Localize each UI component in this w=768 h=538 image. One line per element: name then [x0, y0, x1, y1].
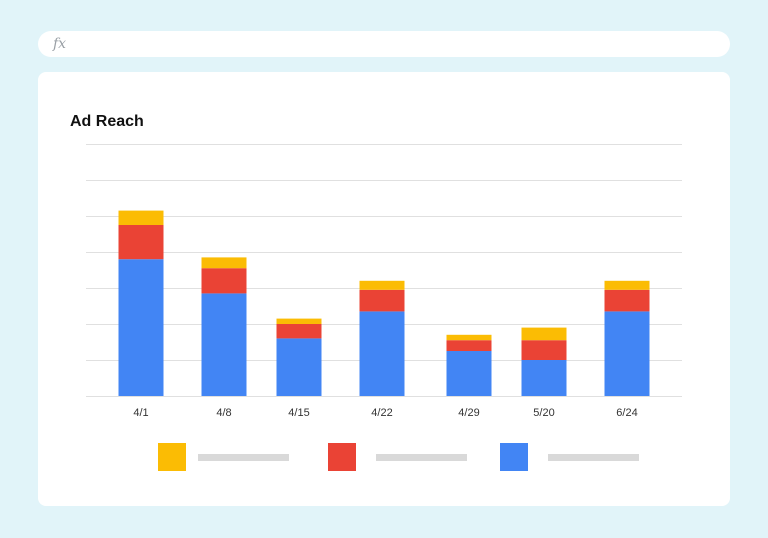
formula-bar[interactable]: fx	[38, 31, 730, 57]
bar-segment-6-24-series-1[interactable]	[604, 289, 650, 312]
x-tick-label: 5/20	[533, 407, 554, 419]
bar-segment-4-1-series-1[interactable]	[118, 225, 164, 260]
fx-icon: fx	[53, 36, 67, 52]
legend-label-placeholder	[376, 454, 467, 461]
x-tick-label: 4/1	[133, 407, 148, 419]
bar-segment-5-20-series-0[interactable]	[521, 360, 567, 396]
chart-title: Ad Reach	[70, 113, 144, 130]
x-tick-label: 4/29	[458, 407, 479, 419]
x-tick-labels: 4/1 4/8 4/15 4/22 4/29 5/20 6/24	[133, 407, 637, 419]
legend-swatch-series-1	[328, 443, 356, 471]
bar-segment-4-22-series-2[interactable]	[359, 280, 405, 290]
bar-segment-6-24-series-0[interactable]	[604, 311, 650, 396]
x-tick-label: 4/15	[288, 407, 309, 419]
bar-segment-4-15-series-0[interactable]	[276, 338, 322, 396]
bar-segment-4-8-series-0[interactable]	[201, 293, 247, 396]
bar-segment-4-1-series-2[interactable]	[118, 210, 164, 225]
bar-segment-4-29-series-1[interactable]	[446, 340, 492, 351]
legend-swatch-series-2	[158, 443, 186, 471]
bar-segment-4-15-series-1[interactable]	[276, 324, 322, 339]
bar-segment-4-8-series-2[interactable]	[201, 257, 247, 269]
x-tick-label: 6/24	[616, 407, 637, 419]
bar-segment-4-22-series-1[interactable]	[359, 289, 405, 312]
bar-segment-6-24-series-2[interactable]	[604, 280, 650, 290]
bar-segment-4-1-series-0[interactable]	[118, 259, 164, 396]
bar-segment-4-8-series-1[interactable]	[201, 268, 247, 294]
bar-segment-5-20-series-1[interactable]	[521, 340, 567, 360]
chart-plot: 4/1 4/8 4/15 4/22 4/29 5/20 6/24	[86, 144, 682, 471]
x-tick-label: 4/8	[216, 407, 231, 419]
bar-segment-4-29-series-2[interactable]	[446, 334, 492, 341]
bar-segment-4-22-series-0[interactable]	[359, 311, 405, 396]
bar-segment-5-20-series-2[interactable]	[521, 327, 567, 341]
chart-card[interactable]: Ad Reach 4/1 4/8 4/15 4/22 4/29 5/20 6/24	[38, 72, 730, 506]
x-tick-label: 4/22	[371, 407, 392, 419]
bars	[118, 210, 650, 396]
legend-swatch-series-0	[500, 443, 528, 471]
bar-segment-4-15-series-2[interactable]	[276, 318, 322, 324]
bar-segment-4-29-series-0[interactable]	[446, 351, 492, 396]
legend-label-placeholder	[548, 454, 639, 461]
legend	[158, 443, 639, 471]
legend-label-placeholder	[198, 454, 289, 461]
